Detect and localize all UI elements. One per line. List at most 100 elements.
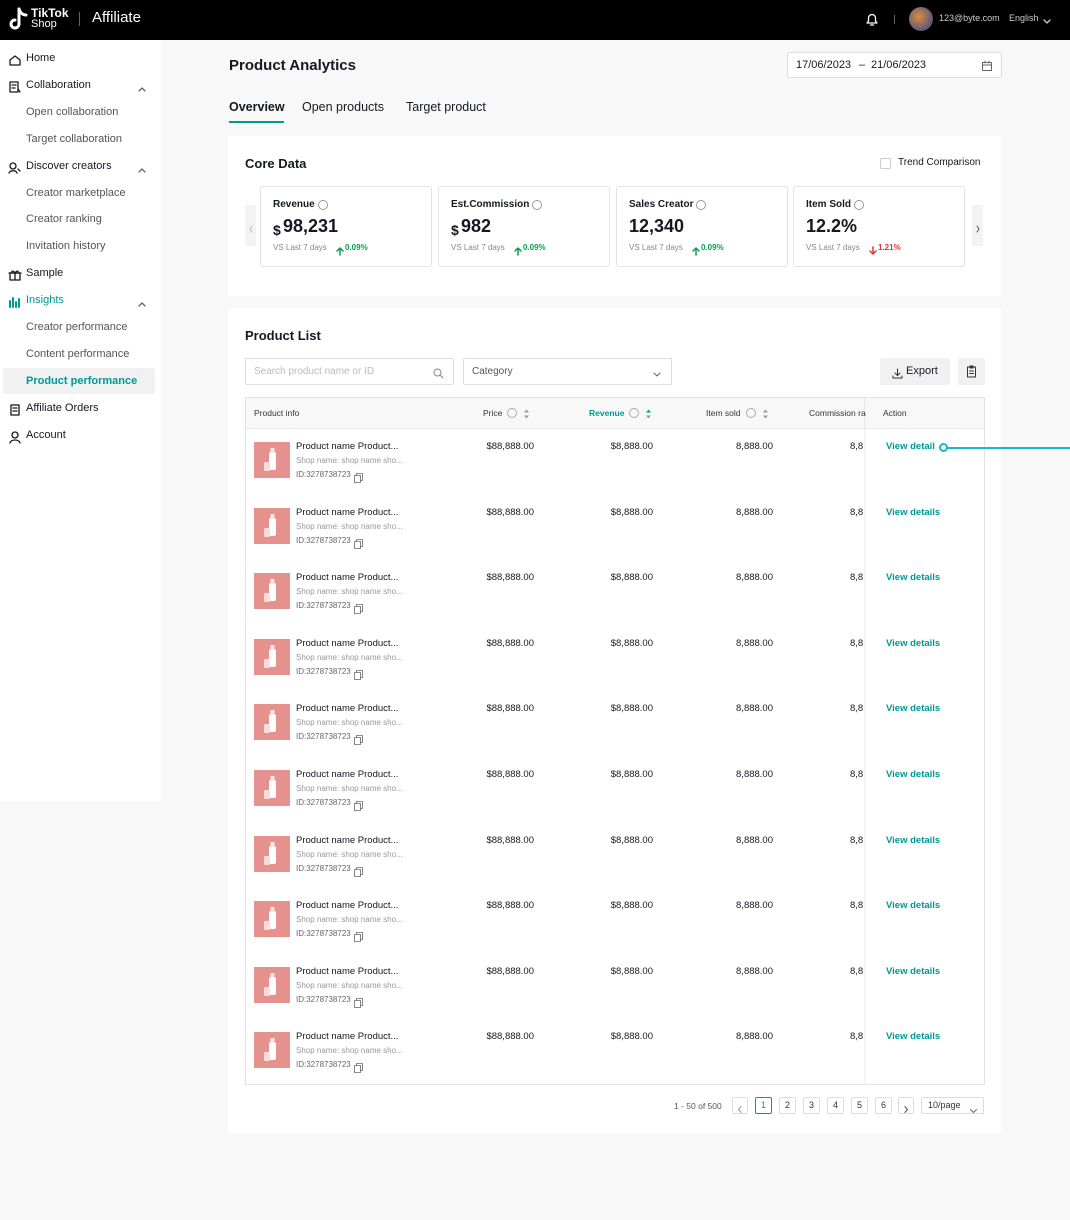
submenu-item[interactable]: Creator performance — [26, 321, 128, 333]
info-icon — [532, 200, 543, 210]
product-id: ID:3278738723 — [296, 863, 351, 873]
carousel-prev[interactable] — [245, 205, 256, 246]
icon-shape — [264, 907, 276, 931]
submenu-item[interactable]: Open collaboration — [26, 105, 119, 118]
clipboard-button[interactable] — [958, 358, 985, 385]
chevron-left — [247, 221, 255, 233]
menu-item[interactable]: Discover creators — [26, 159, 112, 172]
category-placeholder: Category — [472, 366, 513, 377]
chevron-left — [736, 1101, 744, 1113]
menu-item[interactable]: Collaboration — [26, 78, 91, 91]
page-button[interactable]: 5 — [851, 1097, 868, 1114]
view-details-link[interactable]: View details — [886, 572, 941, 584]
view-details-link[interactable]: View details — [886, 637, 941, 649]
product-name: Product name Product... — [296, 834, 399, 846]
carousel-next[interactable] — [972, 205, 983, 246]
submenu-item[interactable]: Creator ranking — [26, 213, 102, 226]
menu-item[interactable]: Account — [26, 428, 66, 441]
product-thumbnail — [254, 507, 290, 544]
icon-shape — [138, 302, 146, 307]
copy-icon[interactable] — [353, 667, 363, 680]
copy-icon[interactable] — [353, 536, 363, 549]
submenu-item[interactable]: Target collaboration — [26, 132, 123, 145]
table-row: Product name Product... Shop name: shop n… — [246, 757, 984, 823]
submenu-item[interactable]: Creator marketplace — [26, 186, 126, 199]
view-details-link[interactable]: View details — [886, 506, 941, 518]
product-name: Product name Product... — [296, 1031, 399, 1043]
icon-shape — [264, 710, 276, 734]
view-details-link[interactable]: View details — [886, 965, 941, 977]
view-details-link[interactable]: View details — [886, 1031, 941, 1043]
copy-icon[interactable] — [353, 929, 363, 943]
menu-item[interactable]: Home — [26, 52, 56, 64]
submenu-item[interactable]: Invitation history — [26, 240, 106, 253]
next-button[interactable] — [898, 1097, 914, 1114]
page-size-select[interactable]: 10/page — [921, 1097, 984, 1114]
view-details-link[interactable]: View details — [886, 900, 941, 912]
tab[interactable]: Open products — [302, 100, 384, 114]
icon-shape — [738, 1106, 742, 1113]
table-row: Product name Product... Shop name: shop n… — [246, 560, 984, 626]
product-thumbnail — [254, 573, 290, 610]
icon-shape — [514, 247, 522, 256]
sort-icon — [762, 407, 769, 419]
metric-change: 0.09% — [701, 243, 724, 252]
item-sold: 8,888.00 — [736, 1031, 773, 1043]
copy-icon[interactable] — [353, 1060, 363, 1074]
info-icon — [317, 200, 328, 210]
item-sold: 8,888.00 — [736, 637, 773, 649]
copy-icon[interactable] — [353, 732, 363, 746]
submenu-item[interactable]: Content performance — [26, 347, 130, 360]
copy-icon[interactable] — [353, 470, 363, 483]
page-button[interactable]: 1 — [755, 1097, 772, 1114]
section-title: Core Data — [245, 156, 307, 171]
page-button[interactable]: 6 — [875, 1097, 892, 1114]
page-button[interactable]: 3 — [803, 1097, 820, 1114]
icon-shape — [646, 409, 652, 419]
tab[interactable]: Target product — [406, 100, 486, 114]
date-picker[interactable]: 17/06/2023–21/06/2023 — [787, 52, 1002, 78]
copy-icon[interactable] — [353, 995, 363, 1008]
copy-icon[interactable] — [353, 601, 363, 615]
checkbox-label[interactable]: Trend Comparison — [898, 157, 981, 168]
copy-icon[interactable] — [353, 798, 363, 811]
page-button[interactable]: 2 — [779, 1097, 796, 1114]
icon-shape — [524, 415, 530, 419]
icon-shape — [11, 430, 19, 439]
item-sold: 8,888.00 — [736, 769, 773, 780]
product-name[interactable]: Affiliate — [92, 9, 141, 26]
view-details-link[interactable]: View details — [886, 834, 941, 846]
icon-shape — [264, 986, 270, 996]
user-email[interactable]: 123@byte.com — [939, 13, 1000, 23]
menu-item[interactable]: Sample — [26, 267, 64, 280]
checkbox[interactable] — [880, 158, 891, 169]
shop-name: Shop name: shop name sho... — [296, 652, 403, 662]
revenue: $8,888.00 — [610, 900, 653, 912]
page-button[interactable]: 4 — [827, 1097, 844, 1114]
prev-button[interactable] — [732, 1097, 748, 1114]
column-header[interactable]: Commission ra — [809, 408, 866, 418]
search-input[interactable]: Search product name or ID — [245, 358, 454, 385]
language[interactable]: English — [1009, 13, 1039, 23]
copy-icon[interactable] — [353, 864, 363, 877]
icon-shape — [904, 1106, 908, 1113]
tab[interactable]: Overview — [229, 100, 285, 114]
icon-shape — [355, 866, 363, 875]
menu-item[interactable]: Insights — [26, 294, 64, 307]
column-header[interactable]: Price — [483, 408, 503, 418]
revenue: $8,888.00 — [610, 637, 653, 649]
column-header[interactable]: Item sold — [706, 408, 741, 418]
category-select[interactable]: Category — [463, 358, 672, 385]
submenu-item[interactable]: Product performance — [26, 374, 138, 387]
view-details-link[interactable]: View details — [886, 769, 941, 780]
notification-icon[interactable] — [864, 11, 880, 27]
menu-item[interactable]: Affiliate Orders — [26, 401, 99, 414]
icon-shape — [249, 225, 253, 233]
export-button[interactable]: Export — [880, 358, 950, 385]
avatar[interactable] — [909, 7, 933, 31]
menu-icon — [8, 80, 22, 94]
view-details-link[interactable]: View detail — [886, 441, 935, 452]
view-details-link[interactable]: View details — [886, 703, 941, 715]
column-header[interactable]: Revenue — [589, 408, 625, 418]
product-name: Product name Product... — [296, 769, 399, 780]
